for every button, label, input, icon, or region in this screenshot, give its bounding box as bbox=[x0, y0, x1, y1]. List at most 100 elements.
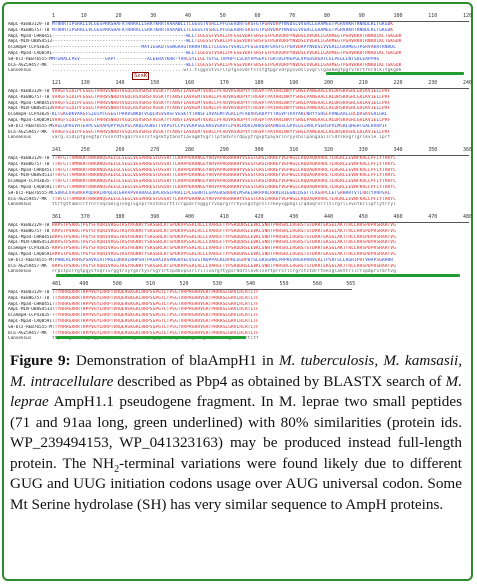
figure-caption: Figure 9: Demonstration of blaAmpH1 in M… bbox=[10, 351, 462, 515]
sequence-name: AmpC-MIN-OB8S4513 bbox=[8, 173, 52, 179]
ruler-line bbox=[52, 155, 469, 156]
sequence-name: AmpC-REB03129-TB bbox=[8, 89, 50, 94]
ruler-tick-label: 300 bbox=[254, 147, 264, 153]
sequence-name: AmpC-Mpa4-CAQ05913 bbox=[8, 251, 52, 257]
ruler-tick-label: 361 bbox=[52, 214, 62, 220]
sequence-row: AmpC-Mpa4-CAQ05913 TTYRRRGRRRTRPPVGYLRRPT… bbox=[8, 319, 469, 325]
alignment-block: 121 130 140 150 160 170 180 190 200 210 220 230 240 A… bbox=[8, 80, 472, 141]
sequence-row: AmpC-Mpa4-CHR04513 VARGFSIDIPFGSEGTPRRVSN… bbox=[8, 101, 469, 107]
ruler-tick-label: 250 bbox=[80, 147, 90, 153]
sequence-row: AmpC-MIN-OB8S4513 VARGFSIDIPFGSEGTPRRVSNR… bbox=[8, 106, 469, 112]
ruler-tick-label: 170 bbox=[219, 80, 229, 86]
ruler-tick-label: 370 bbox=[80, 214, 90, 220]
sequence-name: SH-blz-REB76555-MI bbox=[8, 257, 52, 263]
sequence-row: SH-blz-REB76555-MI LSDRGLVAGNRAPQDRRLRPQL… bbox=[8, 191, 469, 197]
sequence-residues: TTRFGTTAMNRRTRNRRNQSAEIGLSEGLVGSPRRESTDS… bbox=[52, 196, 397, 202]
sequence-row: AmpC-REB06757-TB VARGFSIDIPFGSEGTPRRVSNRD… bbox=[8, 95, 469, 101]
sequence-name: AmpC-REB06757-TB bbox=[8, 228, 50, 234]
sequence-row: blaAmpH-CCP43035-TBTTYRRRGRRRTRPPVGYLRRP… bbox=[8, 313, 469, 319]
caption-text-6: -terminal variations were found likely d… bbox=[10, 454, 462, 513]
sequence-residues: VARGFSIDIPFGSEGTPRRVSNRDTVGQLRSVSRSFVGSK… bbox=[52, 106, 391, 112]
sequence-name: bla-AGZ59457-MK bbox=[8, 330, 47, 336]
ruler-tick-label: 540 bbox=[246, 281, 256, 287]
sequence-name: Consensus bbox=[8, 135, 32, 141]
consensus-row: Consensus ttrfgttamnrrtrnrrnqsaeiglseglvg… bbox=[8, 202, 469, 208]
sequence-residues: VARGFSIDIPFGSEGTPRRVSNRDTVGQLRSVSRSFVGSK… bbox=[52, 129, 391, 135]
sequence-residues: RRPSTPSRRGTPGYSFVQRIVRGGTRSYRGNRTYSRSGRL… bbox=[52, 263, 397, 269]
ruler-tick-label: 30 bbox=[150, 13, 157, 19]
sequence-name: AmpC-REB06757-TB bbox=[8, 161, 50, 167]
ruler-tick-label: 320 bbox=[324, 147, 334, 153]
ruler-tick-label: 565 bbox=[346, 281, 356, 287]
sequence-name: Consensus bbox=[8, 336, 32, 342]
ruler-line bbox=[52, 21, 469, 22]
sequence-residues: RRPSTPSRRGTPGYSFVQRIVRGGTRSYRGNRTYSRSGRL… bbox=[52, 251, 397, 257]
sequence-residues: TTRFGTTAMNRRTRNRRNQSAEIGLSEGLVGSPRRESTDS… bbox=[52, 156, 397, 161]
peptide-underline bbox=[326, 72, 464, 75]
sequence-residues: TTYRRRGRRRTRPPVGYLRRPTVRQERSKGRLRRPSGPGT… bbox=[52, 313, 259, 319]
caption-subscript: 2 bbox=[114, 463, 120, 475]
sequence-name: Consensus bbox=[8, 202, 32, 208]
sequence-row: blaAmpH-CCP43035-TBKLTGKGDKVARGFSIDIPFGS… bbox=[8, 112, 469, 118]
sequence-row: AmpC-REB03129-TB VARGFSIDIPFGSEGTPRRVSNRD… bbox=[8, 89, 469, 95]
ruler-tick-label: 230 bbox=[428, 80, 438, 86]
sequence-residues: ----------------------------------------… bbox=[52, 39, 402, 45]
ruler-tick-label: 241 bbox=[52, 147, 62, 153]
sequence-row: bla-AGZ59457-MK RRPSTPSRRGTPGYSFVQRIVRGGT… bbox=[8, 264, 469, 270]
ruler-tick-label: 440 bbox=[324, 214, 334, 220]
caption-species-3: M. intracellulare bbox=[10, 372, 114, 390]
sequence-name: AmpC-REB03129-TB bbox=[8, 156, 50, 161]
sequence-row: AmpC-REB06757-TB TTRFGTTAMNRRTRNRRNQSAEIG… bbox=[8, 162, 469, 168]
sequence-name: blaAmpH-CCP43035-TB bbox=[8, 179, 52, 185]
sequence-name: AmpC-Mpa4-CAQ05913 bbox=[8, 318, 52, 324]
ruler-line bbox=[52, 289, 353, 290]
consensus-row: Consensus...............................… bbox=[8, 68, 469, 74]
ruler-tick-label: 120 bbox=[463, 13, 473, 19]
sequence-row: AmpC-MIN-OB8S4513 TTYRRRGRRRTRPPVGYLRRPTV… bbox=[8, 307, 469, 313]
sequence-residues: ----------------------------------------… bbox=[52, 33, 402, 39]
ruler-tick-label: 481 bbox=[52, 281, 62, 287]
sequence-row: AmpC-Mpa4-CAQ05913 TTRFGTTAMNRRTRNRRNQSAE… bbox=[8, 185, 469, 191]
ruler-tick-label: 550 bbox=[279, 281, 289, 287]
sequence-name: AmpC-MIN-OB8S4513 bbox=[8, 106, 52, 112]
sequence-residues: TTYRRRGRRRTRPPVGYLRRPTVRQERSKGRLRRPSGPGT… bbox=[52, 318, 259, 324]
ruler-tick-label: 350 bbox=[428, 147, 438, 153]
ruler-tick-label: 270 bbox=[150, 147, 160, 153]
position-ruler: 1 10 20 30 40 50 60 70 80 90 100 110 120 bbox=[8, 13, 473, 22]
sequence-row: SH-blz-REB76555-MI MTGNALLPEV---------GAP… bbox=[8, 57, 469, 63]
sequence-residues: TTYRRRGRRRTRPPVGYLRRPTVRQERSKGRLRRPSGPGT… bbox=[52, 307, 259, 313]
ruler-tick-label: 480 bbox=[463, 214, 473, 220]
caption-text-2: , bbox=[374, 352, 384, 369]
ruler-tick-label: 121 bbox=[52, 80, 62, 86]
sequence-name: bla-AGZ59457-MK bbox=[8, 263, 47, 269]
sequence-residues: TTRFGTTAMNRRTRNRRNQSAEIGLSEGLVGSPRRESTDS… bbox=[52, 167, 397, 173]
sequence-row: AmpC-MIN-OB8S4513 -----------------------… bbox=[8, 39, 469, 45]
ruler-tick-label: 20 bbox=[115, 13, 122, 19]
sequence-residues: RRPSTPSRRGTPGYSFVQRIVRGGTRSYRGNRTYSRSGRL… bbox=[52, 234, 397, 240]
sequence-name: bla-AGZ59457-MK bbox=[8, 196, 47, 202]
sequence-name: AmpC-MIN-OB8S4513 bbox=[8, 240, 52, 246]
sequence-row: AmpC-Mpa4-CHR04513 TTYRRRGRRRTRPPVGYLRRPT… bbox=[8, 302, 469, 308]
caption-text-4: described as Pbp4 as obtained by BLASTX … bbox=[113, 372, 446, 390]
sequence-residues: TTRFGTTAMNRRTRNRRNQSAEIGLSEGLVGSPRRESTDS… bbox=[52, 173, 397, 179]
sequence-residues: SAGLQPAGVHTEAPLSGRAPQPYVQSPSLARQLAGNGTTV… bbox=[52, 123, 388, 129]
sequence-alignment-figure: 1 10 20 30 40 50 60 70 80 90 100 110 120 AmpC-REB0312… bbox=[8, 13, 473, 342]
sequence-residues: ttrfgttamnrrtrnrrnqsaeiglseglvgsprrestds… bbox=[52, 202, 397, 208]
consensus-row: Consensus rrpstpsrrgtpgysfvqrivrggtrsyrgn… bbox=[8, 269, 469, 275]
sequence-name: blaAmpH-CCP43035-TB bbox=[8, 313, 52, 319]
ruler-tick-label: 50 bbox=[219, 13, 226, 19]
ruler-tick-label: 160 bbox=[185, 80, 195, 86]
ruler-tick-label: 220 bbox=[393, 80, 403, 86]
sequence-residues: MTRRRTIPSRRLLVLGGSPRRSHAFATRRRALLSRRTKRR… bbox=[52, 22, 394, 27]
position-ruler: 361 370 380 390 400 410 420 430 440 450 460 470 480 bbox=[8, 214, 473, 223]
sequence-row: AmpC-REB03129-TB RRPSTPSRRGTPGYSFVQRIVRGG… bbox=[8, 223, 469, 229]
ruler-tick-label: 180 bbox=[254, 80, 264, 86]
sequence-name: AmpC-REB03129-TB bbox=[8, 290, 50, 295]
ruler-tick-label: 210 bbox=[358, 80, 368, 86]
ruler-tick-label: 70 bbox=[289, 13, 296, 19]
sequence-name: AmpC-REB03129-TB bbox=[8, 22, 50, 27]
alignment-block: 481 490 500 510 520 530 540 550 560 565 AmpC-REB03… bbox=[8, 281, 469, 342]
ruler-tick-label: 380 bbox=[115, 214, 125, 220]
sequence-name: AmpC-REB06757-TB bbox=[8, 94, 50, 100]
sequence-name: AmpC-REB06757-TB bbox=[8, 295, 50, 301]
